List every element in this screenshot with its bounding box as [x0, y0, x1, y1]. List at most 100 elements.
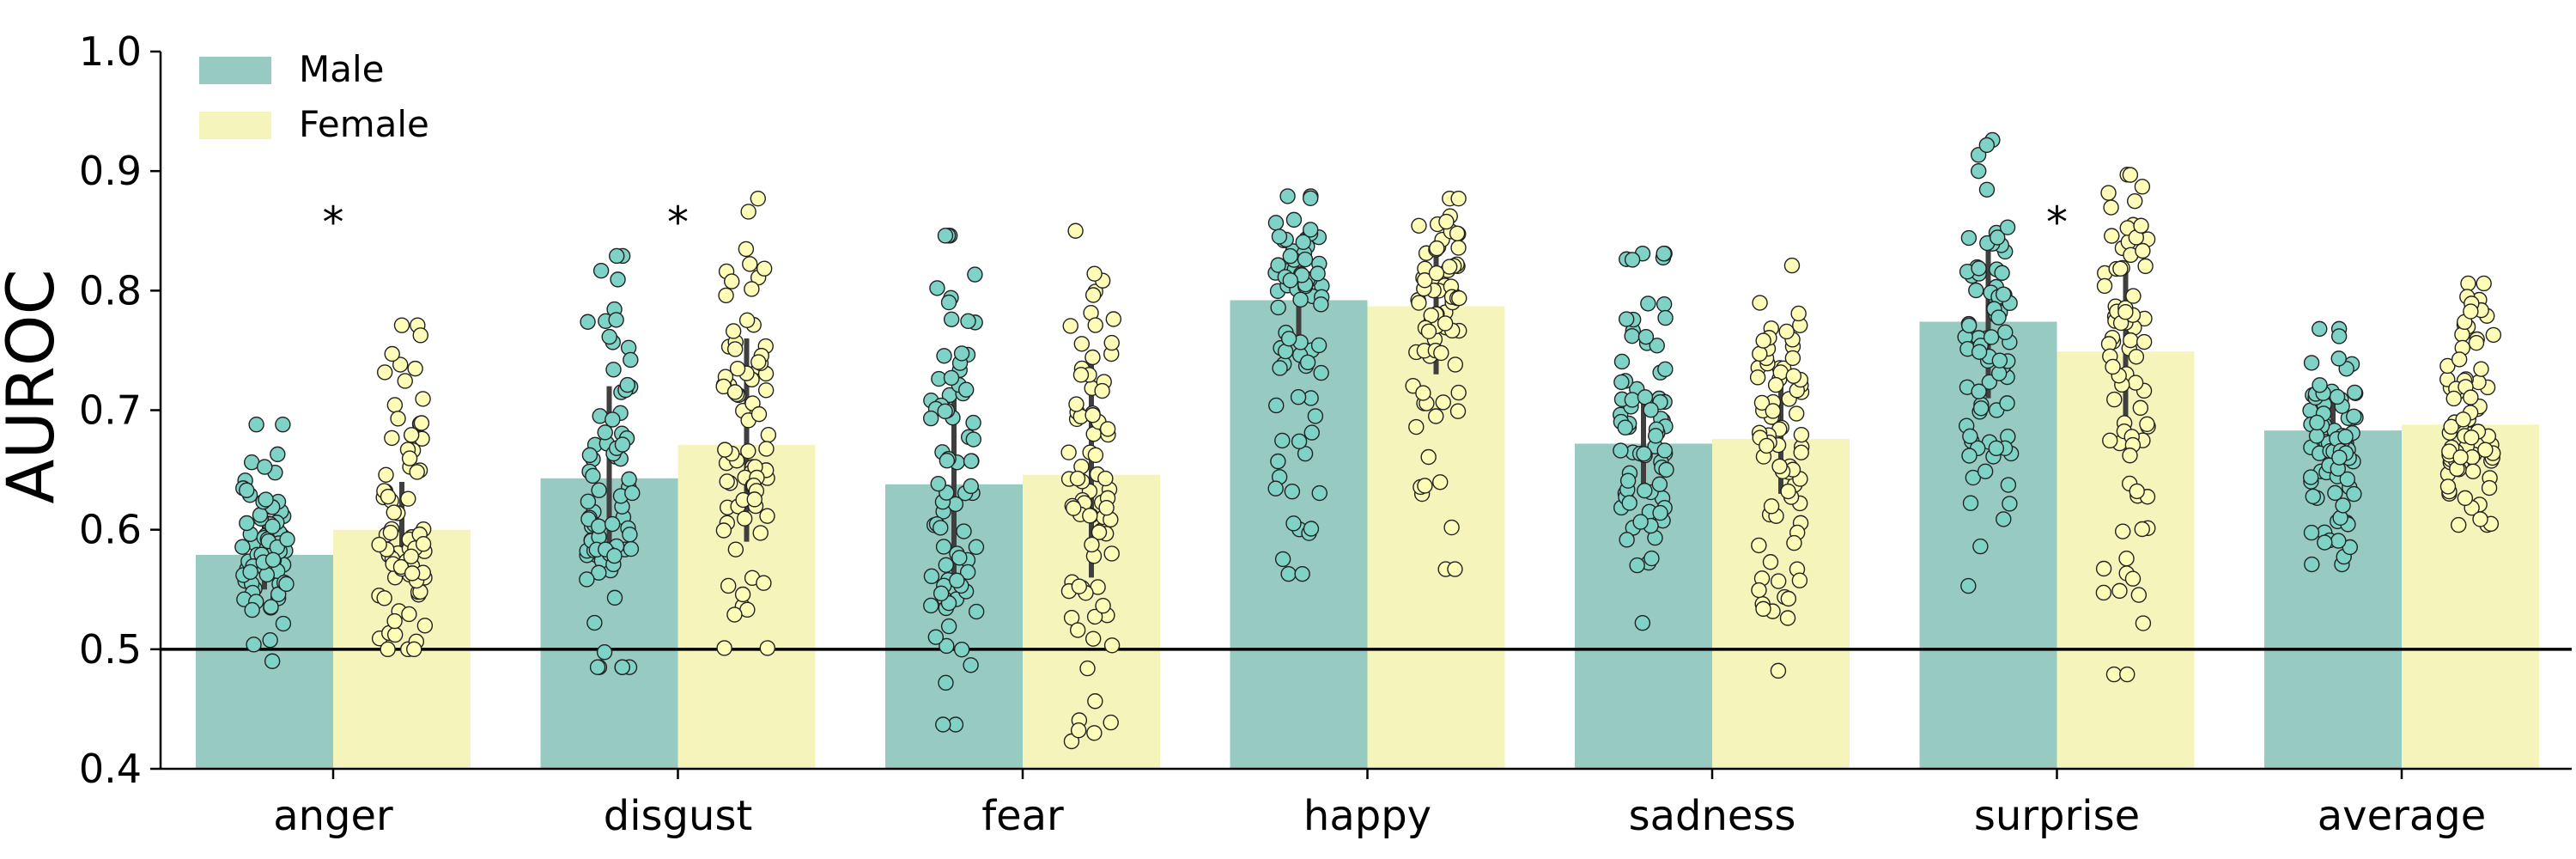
data-point-female-sadness: [1790, 305, 1807, 322]
data-point-female-happy: [1411, 217, 1427, 234]
data-point-male-sadness: [1656, 295, 1673, 313]
data-point-female-sadness: [1780, 590, 1797, 607]
data-point-male-surprise: [1972, 400, 1990, 417]
data-point-male-surprise: [1997, 324, 2014, 341]
data-point-male-anger: [264, 518, 281, 535]
data-point-female-surprise: [2118, 551, 2135, 567]
data-point-female-fear: [1097, 470, 1114, 487]
data-point-male-average: [2330, 533, 2347, 549]
data-point-male-sadness: [1624, 392, 1641, 408]
data-point-female-disgust: [752, 525, 769, 541]
data-point-female-surprise: [2117, 304, 2134, 320]
x-tick-label-average: average: [2318, 792, 2487, 840]
data-point-female-disgust: [734, 586, 751, 603]
data-point-female-average: [2460, 275, 2476, 292]
data-point-female-fear: [1087, 693, 1103, 710]
data-point-male-sadness: [1618, 311, 1635, 327]
data-point-female-average: [2472, 511, 2488, 527]
data-point-male-sadness: [1637, 389, 1654, 405]
data-point-female-sadness: [1788, 405, 1805, 422]
data-point-female-average: [2464, 430, 2480, 446]
data-point-female-disgust: [716, 640, 732, 656]
data-point-female-anger: [415, 536, 432, 552]
data-point-female-average: [2473, 361, 2489, 377]
data-point-male-sadness: [1643, 550, 1660, 567]
data-point-male-sadness: [1629, 557, 1645, 574]
data-point-female-fear: [1079, 660, 1096, 677]
y-tick-label: 1.0: [79, 28, 142, 75]
data-point-male-fear: [929, 280, 945, 296]
data-point-female-sadness: [1793, 444, 1809, 460]
data-point-male-happy: [1294, 565, 1310, 582]
data-point-female-happy: [1447, 561, 1463, 577]
data-point-male-fear: [922, 410, 939, 427]
data-point-male-anger: [264, 653, 281, 669]
data-point-female-sadness: [1751, 537, 1767, 554]
x-tick-label-disgust: disgust: [604, 792, 753, 840]
data-point-female-fear: [1067, 222, 1084, 239]
data-point-male-surprise: [1983, 329, 2000, 345]
data-point-female-fear: [1099, 421, 1116, 437]
data-point-male-fear: [951, 550, 968, 566]
data-point-female-average: [2464, 463, 2482, 479]
data-point-male-average: [2312, 377, 2328, 393]
data-point-female-disgust: [742, 256, 758, 272]
data-point-male-average: [2304, 556, 2320, 573]
data-point-female-sadness: [1767, 376, 1784, 393]
data-point-female-fear: [1084, 407, 1101, 423]
data-point-male-happy: [1292, 291, 1309, 308]
data-point-female-surprise: [2139, 416, 2155, 433]
significance-marker-surprise: *: [2046, 198, 2068, 247]
data-point-male-fear: [940, 294, 957, 311]
data-point-male-surprise: [1971, 260, 1987, 277]
data-point-female-fear: [1070, 722, 1087, 739]
data-point-male-disgust: [592, 262, 610, 279]
data-point-female-fear: [1087, 447, 1104, 464]
data-point-male-surprise: [2002, 496, 2018, 512]
data-point-male-disgust: [579, 571, 595, 588]
data-point-female-average: [2445, 390, 2462, 407]
data-point-female-fear: [1103, 545, 1120, 562]
data-point-female-happy: [1420, 448, 1437, 466]
data-point-female-anger: [384, 345, 400, 362]
significance-marker-anger: *: [323, 198, 344, 247]
data-point-female-surprise: [2137, 258, 2154, 275]
data-point-female-anger: [393, 317, 410, 333]
data-point-female-sadness: [1779, 610, 1796, 626]
data-point-male-surprise: [1965, 469, 1982, 486]
data-point-female-disgust: [740, 204, 756, 220]
data-point-female-surprise: [2123, 332, 2139, 349]
data-point-male-fear: [939, 637, 955, 655]
data-point-female-anger: [415, 391, 431, 407]
data-point-male-anger: [257, 459, 273, 475]
data-point-male-average: [2339, 471, 2355, 488]
data-point-female-surprise: [2104, 228, 2120, 244]
data-point-male-sadness: [1640, 295, 1656, 312]
data-point-male-fear: [958, 381, 975, 398]
data-point-male-sadness: [1619, 472, 1637, 489]
data-point-male-disgust: [606, 547, 623, 564]
data-point-male-average: [2303, 355, 2320, 371]
data-point-female-fear: [1103, 714, 1119, 731]
data-point-male-sadness: [1637, 328, 1655, 345]
legend-swatch-female: [199, 112, 271, 139]
data-point-female-sadness: [1791, 572, 1808, 588]
data-point-female-anger: [409, 464, 425, 480]
data-point-female-disgust: [756, 575, 772, 591]
data-point-female-fear: [1072, 367, 1090, 383]
data-point-female-fear: [1091, 524, 1108, 540]
data-point-female-fear: [1082, 508, 1098, 524]
data-point-female-anger: [382, 524, 399, 541]
data-point-male-happy: [1311, 484, 1327, 502]
significance-marker-disgust: *: [667, 198, 689, 247]
data-point-female-surprise: [2127, 192, 2143, 210]
data-point-male-sadness: [1657, 309, 1674, 326]
data-point-female-sadness: [1762, 554, 1779, 570]
data-point-female-sadness: [1784, 350, 1801, 367]
data-point-female-average: [2439, 478, 2457, 495]
data-point-male-fear: [960, 313, 976, 330]
data-point-female-sadness: [1755, 332, 1771, 349]
data-point-female-surprise: [2096, 277, 2113, 295]
data-point-female-happy: [1408, 418, 1425, 436]
